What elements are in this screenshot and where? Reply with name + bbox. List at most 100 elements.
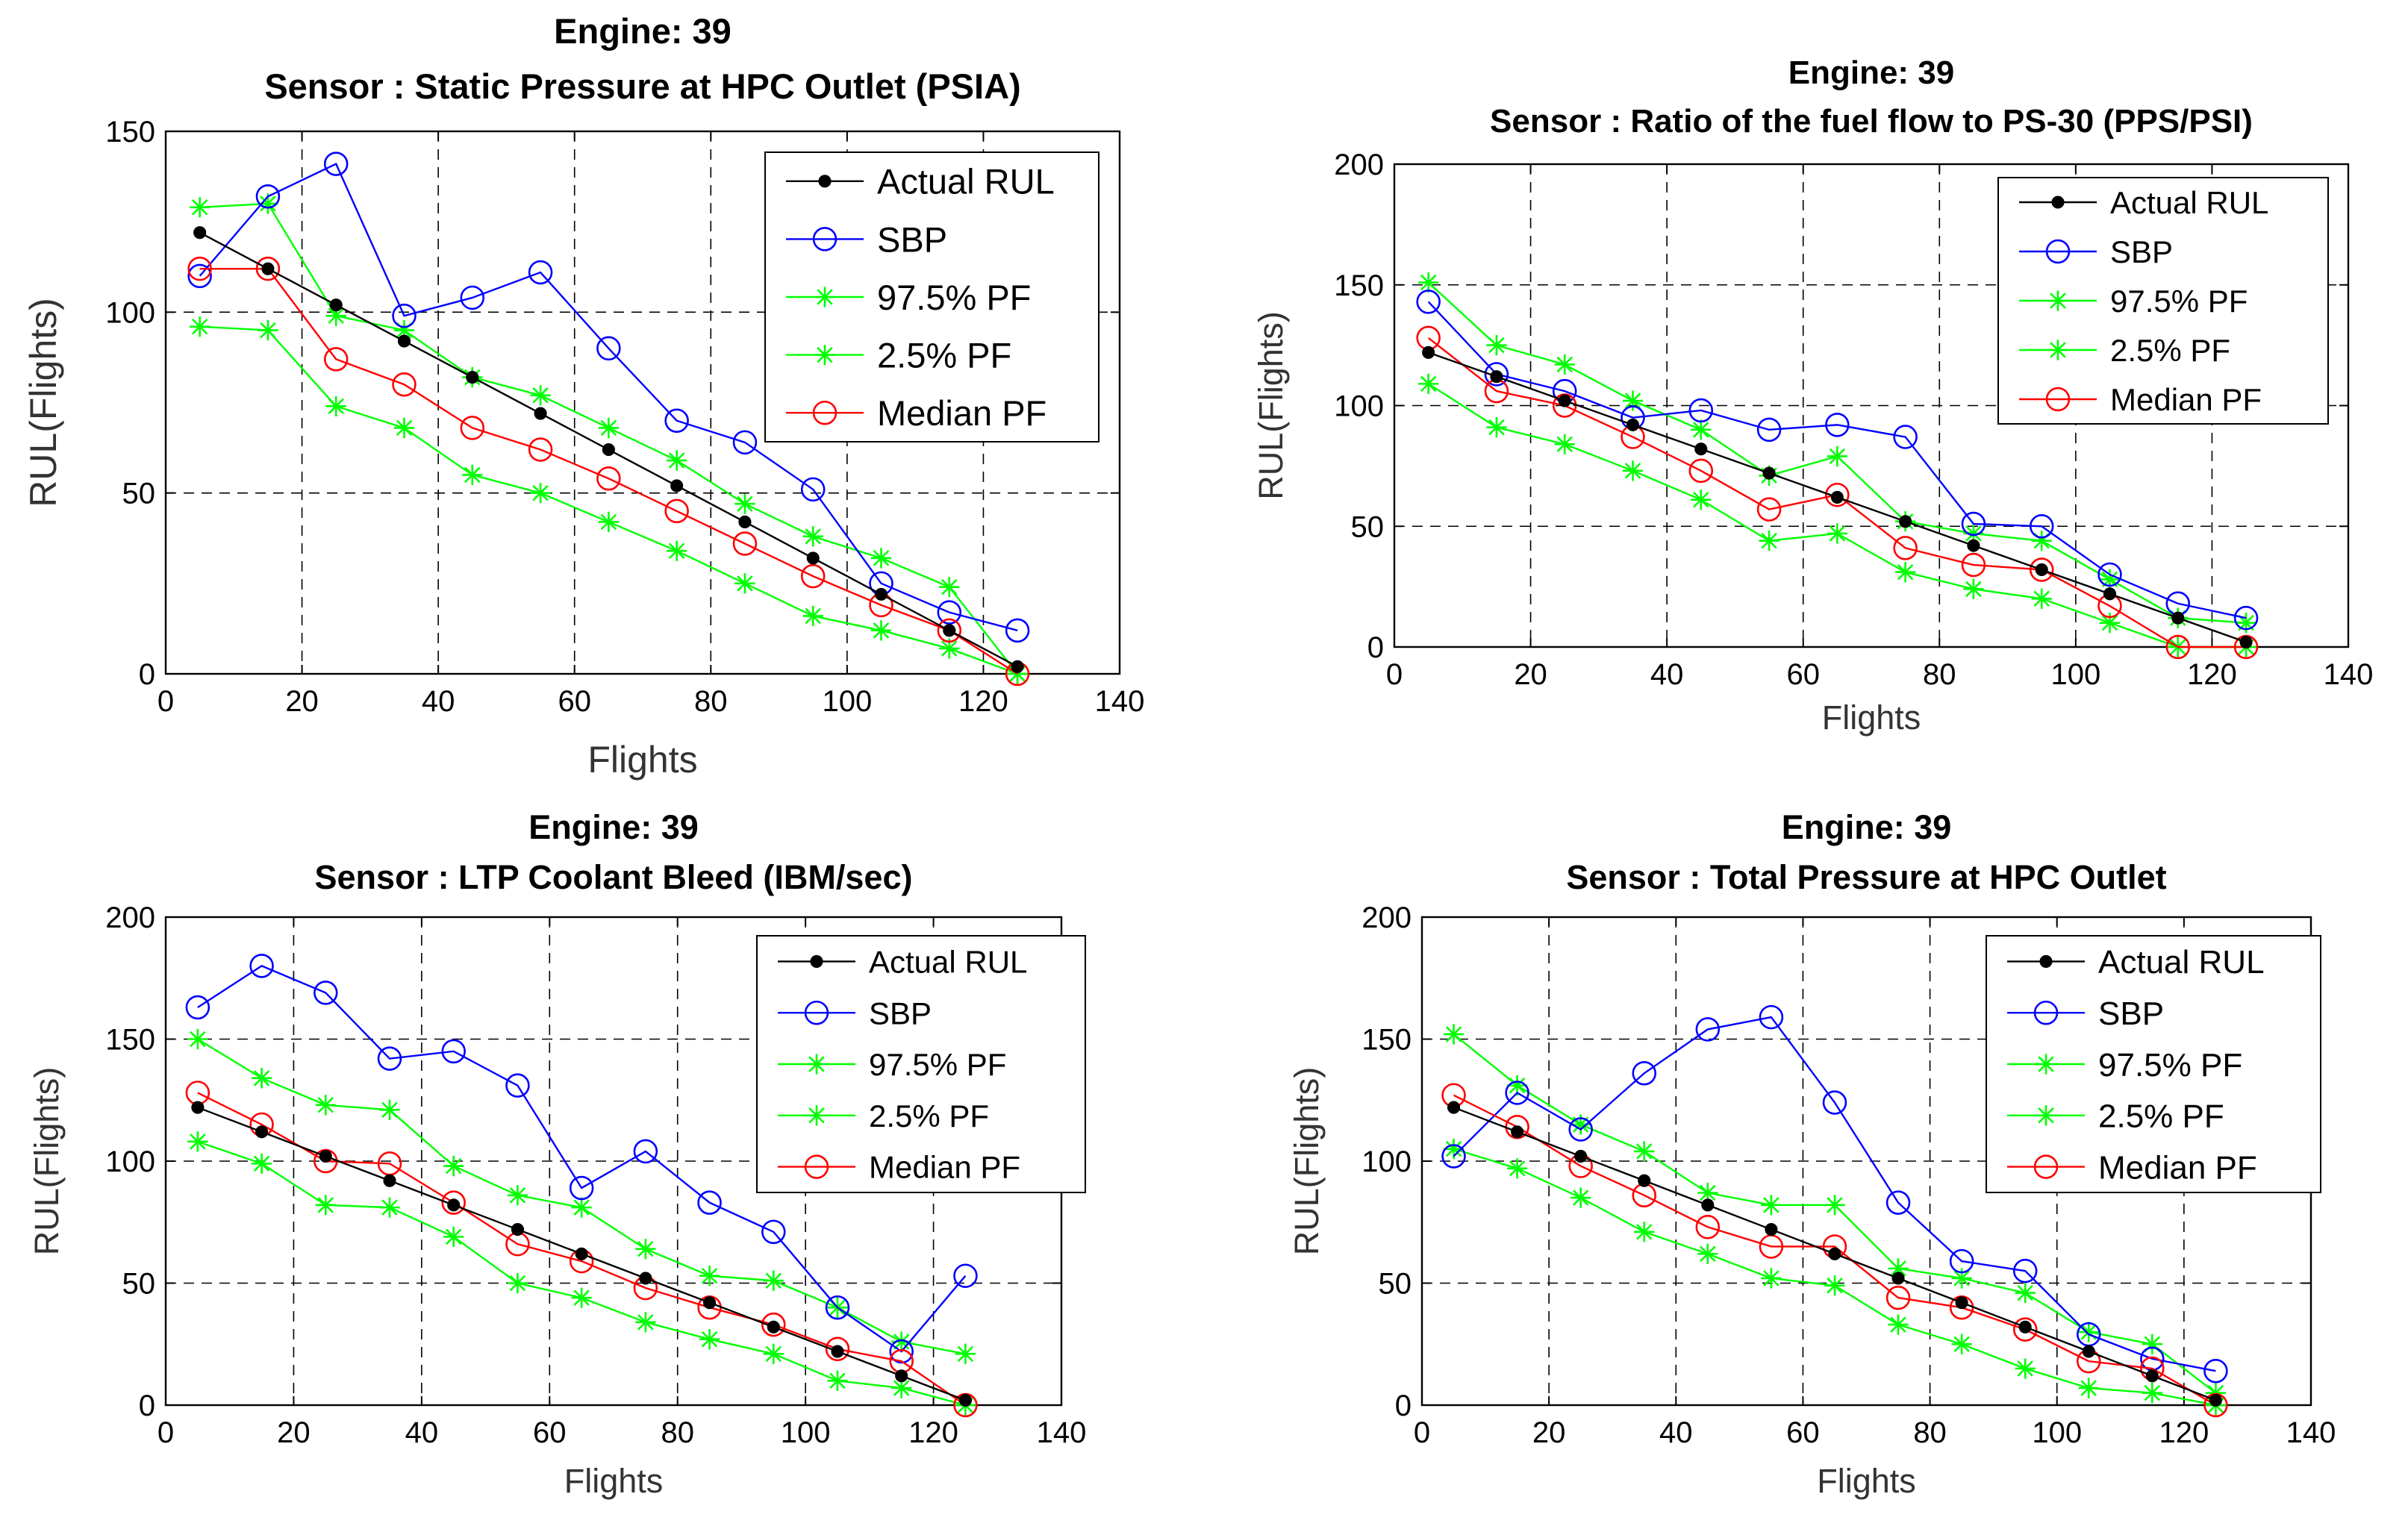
data-point xyxy=(763,1343,784,1364)
data-point xyxy=(734,493,755,514)
x-tick-label: 0 xyxy=(157,685,174,718)
data-point xyxy=(569,1175,594,1201)
x-tick-label: 60 xyxy=(1786,658,1820,691)
series-sbp xyxy=(187,151,1030,643)
data-point xyxy=(2031,588,2052,609)
chart-subtitle: Sensor : LTP Coolant Bleed (IBM/sec) xyxy=(315,858,913,896)
data-point xyxy=(1505,1081,1529,1105)
legend: Actual RUL SBP 97.5% PF 2.5% PF Median PF xyxy=(1997,177,2329,425)
data-point xyxy=(1961,511,1986,537)
data-point xyxy=(325,395,346,416)
legend-label: Actual RUL xyxy=(2110,185,2268,220)
data-point xyxy=(1893,536,1918,560)
data-point xyxy=(1963,578,1984,600)
chart-subtitle: Sensor : Ratio of the fuel flow to PS-30… xyxy=(1490,103,2253,140)
x-tick-label: 120 xyxy=(2187,658,2237,691)
data-point xyxy=(1697,1182,1718,1204)
data-point xyxy=(767,1320,780,1334)
data-point xyxy=(392,372,417,397)
data-point xyxy=(1506,1075,1528,1096)
data-point xyxy=(1888,1258,1909,1279)
legend-label: 2.5% PF xyxy=(2098,1098,2224,1135)
data-point xyxy=(2236,613,2256,634)
data-point xyxy=(1827,523,1848,544)
y-tick-label: 100 xyxy=(1334,390,1384,423)
legend-label: Median PF xyxy=(877,393,1047,433)
data-point xyxy=(325,305,346,326)
data-point xyxy=(1825,413,1850,437)
data-point xyxy=(2142,1334,2162,1354)
data-point xyxy=(738,515,752,529)
data-point xyxy=(1443,1024,1465,1045)
data-point xyxy=(1422,346,1435,359)
chart-title: Engine: 39 xyxy=(528,808,699,846)
data-point xyxy=(734,573,755,594)
data-point xyxy=(443,1155,464,1177)
data-point xyxy=(315,1195,336,1216)
x-tick-label: 100 xyxy=(781,1416,831,1449)
legend-label: SBP xyxy=(869,995,932,1031)
data-point xyxy=(1824,1195,1845,1216)
x-tick-label: 40 xyxy=(1659,1416,1693,1449)
data-point xyxy=(377,1046,402,1071)
data-point xyxy=(891,1331,912,1352)
series-actual-rul xyxy=(1447,1101,2222,1407)
data-point xyxy=(1416,290,1441,314)
data-point xyxy=(825,1336,850,1362)
data-point xyxy=(447,1198,461,1212)
legend-marker xyxy=(2047,290,2068,311)
data-point xyxy=(1949,1248,1974,1274)
legend-label: SBP xyxy=(2098,995,2164,1032)
data-point xyxy=(2209,1393,2222,1407)
data-point xyxy=(315,1095,336,1116)
data-point xyxy=(1443,1139,1465,1160)
data-point xyxy=(1891,1272,1905,1285)
data-point xyxy=(761,1312,786,1337)
y-tick-label: 150 xyxy=(105,1024,155,1057)
series-97-5-pf xyxy=(189,193,1028,684)
legend-label: 97.5% PF xyxy=(869,1047,1006,1082)
data-point xyxy=(1622,460,1644,481)
data-point xyxy=(1951,1268,1972,1289)
data-point xyxy=(571,1197,592,1218)
data-point xyxy=(1899,515,1912,528)
data-point xyxy=(1558,394,1571,407)
data-point xyxy=(187,263,212,289)
legend-label: Actual RUL xyxy=(869,945,1027,980)
y-tick-label: 150 xyxy=(1361,1024,1412,1057)
data-point xyxy=(596,466,621,491)
y-tick-label: 100 xyxy=(105,296,155,329)
data-point xyxy=(2171,611,2185,625)
data-point xyxy=(2035,563,2048,577)
data-point xyxy=(2239,635,2253,649)
series-actual-rul xyxy=(193,226,1024,673)
data-point xyxy=(2099,613,2121,634)
x-tick-label: 140 xyxy=(1095,685,1145,718)
x-tick-label: 120 xyxy=(2159,1416,2209,1449)
legend-marker xyxy=(810,954,823,968)
data-point xyxy=(189,316,210,337)
data-point xyxy=(255,1125,269,1139)
legend-marker xyxy=(806,1105,827,1126)
data-point xyxy=(2145,1369,2159,1383)
data-point xyxy=(761,1219,786,1245)
data-point xyxy=(1756,417,1782,443)
data-point xyxy=(1632,1061,1657,1086)
data-point xyxy=(1005,618,1030,643)
x-tick-label: 20 xyxy=(277,1416,311,1449)
x-tick-label: 20 xyxy=(285,685,319,718)
data-point xyxy=(1697,1243,1718,1264)
data-point xyxy=(699,1329,720,1350)
x-tick-label: 80 xyxy=(661,1416,694,1449)
legend-label: 97.5% PF xyxy=(877,278,1031,317)
series-97-5-pf xyxy=(1443,1024,2227,1404)
chart-subtitle: Sensor : Static Pressure at HPC Outlet (… xyxy=(264,66,1020,106)
data-point xyxy=(251,1153,272,1174)
series-actual-rul xyxy=(191,1101,972,1407)
data-point xyxy=(763,1270,784,1291)
data-point xyxy=(1885,1190,1911,1215)
data-point xyxy=(1888,1314,1909,1335)
x-tick-label: 40 xyxy=(1650,658,1684,691)
data-point xyxy=(1688,398,1714,423)
data-point xyxy=(1486,416,1507,438)
